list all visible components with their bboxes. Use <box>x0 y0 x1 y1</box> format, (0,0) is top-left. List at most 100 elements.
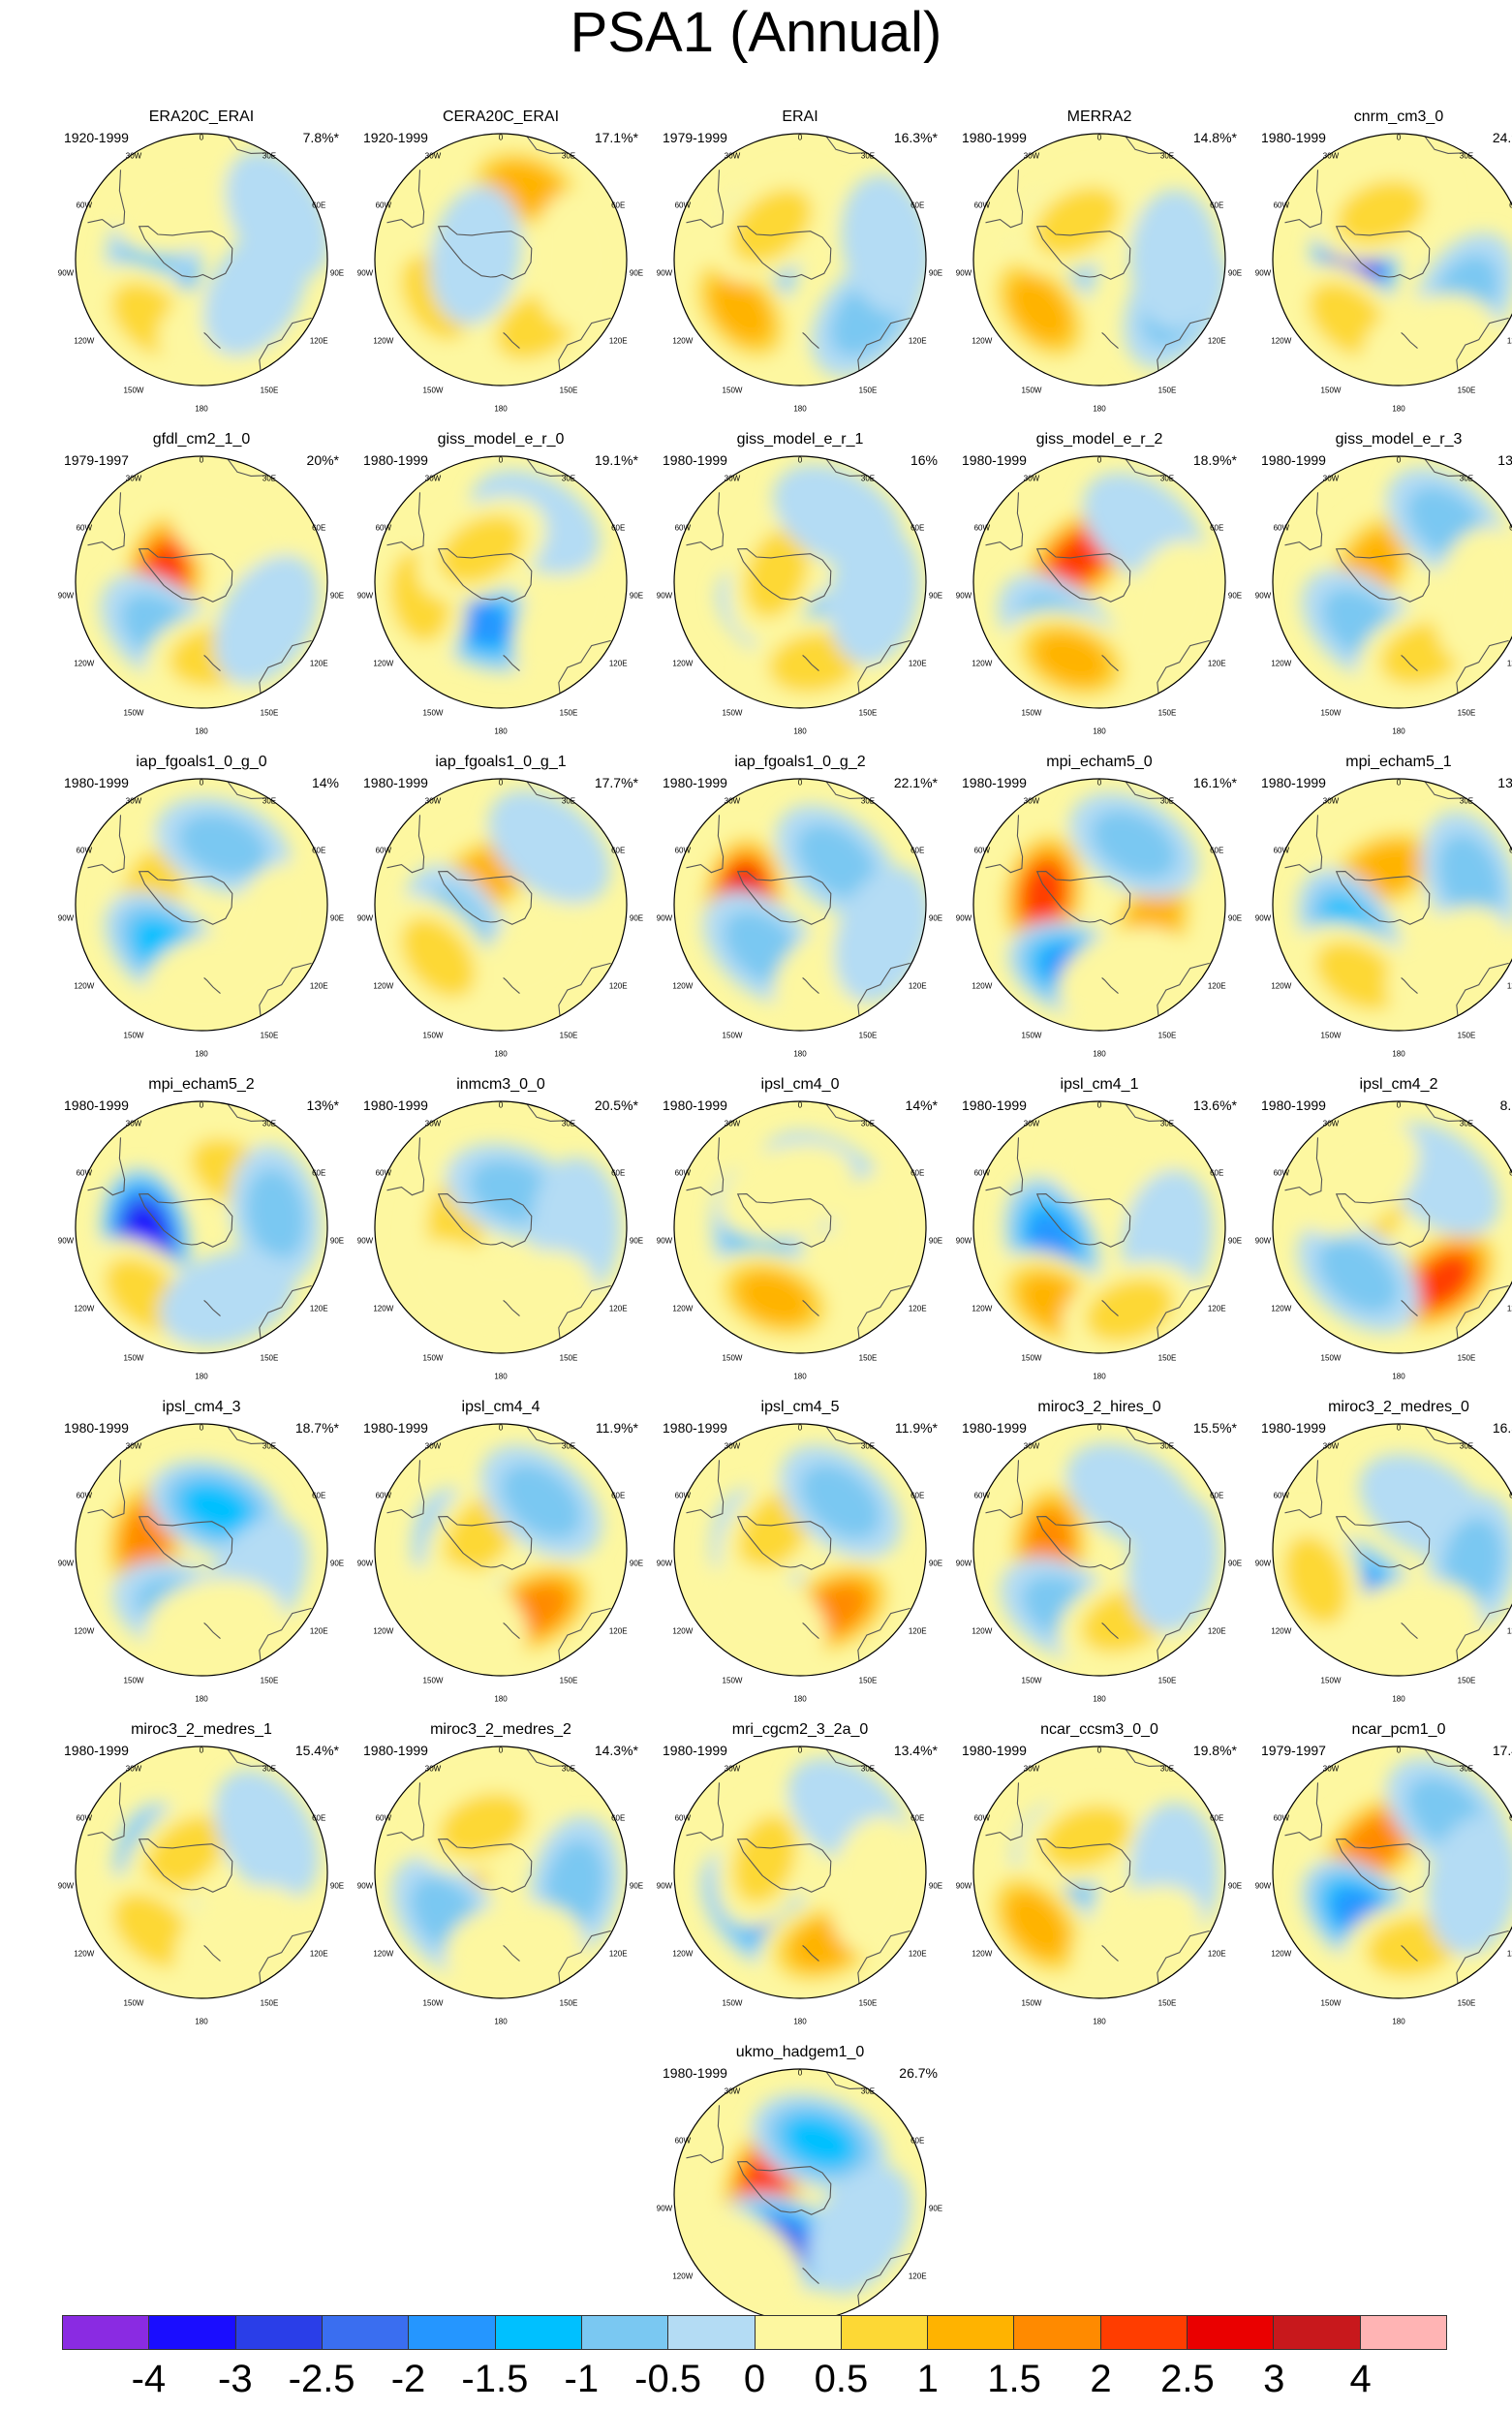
coastline <box>87 1137 126 1196</box>
anomaly-contour <box>1437 834 1502 924</box>
polar-map <box>673 133 927 386</box>
longitude-label: 180 <box>195 1372 208 1381</box>
antarctica-coastline <box>1035 871 1131 925</box>
colorbar-swatch <box>668 2316 756 2349</box>
anomaly-contour <box>1361 294 1497 386</box>
panel-variance: 13.6%* <box>1192 1097 1237 1113</box>
panel-title: mri_cgcm2_3_2a_0 <box>731 1721 869 1738</box>
colorbar-swatch <box>1360 2316 1446 2349</box>
longitude-label: 90W <box>1254 1881 1272 1891</box>
coastline <box>825 1426 867 1444</box>
panel-variance: 7.8%* <box>302 130 339 145</box>
coastline <box>386 492 425 551</box>
panel-period: 1980-1999 <box>962 130 1027 145</box>
longitude-label: 60E <box>1509 1168 1512 1178</box>
longitude-label: 120W <box>74 1304 95 1313</box>
longitude-label: 0 <box>1396 1423 1402 1433</box>
coastline <box>526 458 568 477</box>
coastline <box>1157 1607 1210 1661</box>
longitude-label: 180 <box>195 726 208 736</box>
coastline <box>259 1930 312 1984</box>
longitude-label: 120E <box>1207 1304 1226 1313</box>
longitude-label: 150E <box>260 1353 279 1363</box>
longitude-label: 30W <box>1023 474 1040 483</box>
polar-map <box>972 1746 1226 1999</box>
anomaly-contour <box>501 1464 582 1539</box>
longitude-label: 90E <box>329 591 345 601</box>
longitude-label: 90E <box>1227 1881 1243 1891</box>
longitude-label: 120W <box>373 336 394 346</box>
longitude-label: 30E <box>860 474 876 483</box>
polar-map <box>972 455 1226 709</box>
antarctica-coastline <box>736 548 832 602</box>
coastline <box>1424 781 1466 799</box>
panel-title: miroc3_2_medres_1 <box>131 1721 272 1738</box>
longitude-label: 60W <box>973 201 991 210</box>
longitude-label: 90W <box>955 1559 972 1568</box>
panel-variance: 18.7%* <box>294 1420 339 1436</box>
antarctica-coastline <box>1035 1838 1131 1893</box>
longitude-label: 60W <box>1273 1813 1290 1823</box>
anomaly-contour <box>1023 863 1065 927</box>
antarctica-coastline <box>736 871 832 925</box>
coastline <box>87 815 126 874</box>
longitude-label: 60W <box>674 2136 692 2146</box>
panel-period: 1980-1999 <box>363 1743 428 1758</box>
longitude-label: 60E <box>910 1491 925 1500</box>
panel-title: ncar_ccsm3_0_0 <box>1040 1721 1158 1738</box>
longitude-label: 30E <box>262 1764 277 1774</box>
longitude-label: 90E <box>1227 1236 1243 1246</box>
anomaly-contour <box>1344 1815 1404 1871</box>
longitude-label: 30E <box>1459 796 1474 806</box>
map-border <box>1272 778 1512 1032</box>
coastline <box>1456 317 1509 371</box>
map-panel: ipsl_cm4_5 1980-1999 11.9%* 0 30E 60E 90E 120E 1… <box>655 1391 945 1704</box>
longitude-label: 30W <box>1023 796 1040 806</box>
panel-period: 1980-1999 <box>663 1097 727 1113</box>
panel-period: 1980-1999 <box>663 452 727 468</box>
coastline <box>227 1103 268 1122</box>
anomaly-contour <box>1005 1892 1067 1959</box>
longitude-label: 60W <box>76 201 93 210</box>
longitude-label: 30E <box>262 151 277 161</box>
longitude-label: 150E <box>1157 386 1177 395</box>
panel-title: iap_fgoals1_0_g_2 <box>734 754 866 770</box>
antarctica-coastline <box>736 226 832 280</box>
longitude-label: 30W <box>1322 151 1340 161</box>
panel-variance: 26.7% <box>899 2065 938 2081</box>
longitude-label: 180 <box>195 404 208 414</box>
longitude-label: 0 <box>498 1746 504 1755</box>
longitude-label: 180 <box>793 1372 807 1381</box>
longitude-label: 150W <box>422 708 444 718</box>
longitude-label: 150E <box>559 1676 578 1685</box>
longitude-label: 30W <box>724 796 741 806</box>
polar-map <box>673 455 927 709</box>
panel-title: gfdl_cm2_1_0 <box>152 431 251 448</box>
longitude-label: 120W <box>672 1304 694 1313</box>
map-panel: mpi_echam5_0 1980-1999 16.1%* 0 30E 60E 90E 120… <box>954 746 1245 1059</box>
coastline <box>558 1284 611 1339</box>
longitude-label: 30W <box>424 1119 442 1128</box>
map-panel: ipsl_cm4_1 1980-1999 13.6%* 0 30E 60E 90E 120E 1… <box>954 1068 1245 1381</box>
panel-period: 1980-1999 <box>962 1743 1027 1758</box>
longitude-label: 30E <box>1459 474 1474 483</box>
coastline <box>87 492 126 551</box>
polar-map <box>75 133 328 386</box>
longitude-label: 30E <box>1459 151 1474 161</box>
coastline <box>802 1622 819 1640</box>
colorbar-swatch <box>755 2316 842 2349</box>
longitude-label: 90E <box>1227 1559 1243 1568</box>
coastline <box>87 170 126 229</box>
panel-title: miroc3_2_hires_0 <box>1037 1399 1161 1415</box>
polar-map <box>1272 133 1512 386</box>
coastline <box>686 1782 725 1841</box>
panel-period: 1980-1999 <box>1261 1420 1326 1436</box>
panel-period: 1980-1999 <box>64 775 129 790</box>
polar-map <box>972 778 1226 1032</box>
longitude-label: 150E <box>1457 1353 1476 1363</box>
coastline <box>203 331 221 350</box>
longitude-label: 120E <box>908 659 927 668</box>
longitude-label: 180 <box>1392 404 1405 414</box>
longitude-label: 90W <box>955 1236 972 1246</box>
antarctica-coastline <box>1035 226 1131 280</box>
